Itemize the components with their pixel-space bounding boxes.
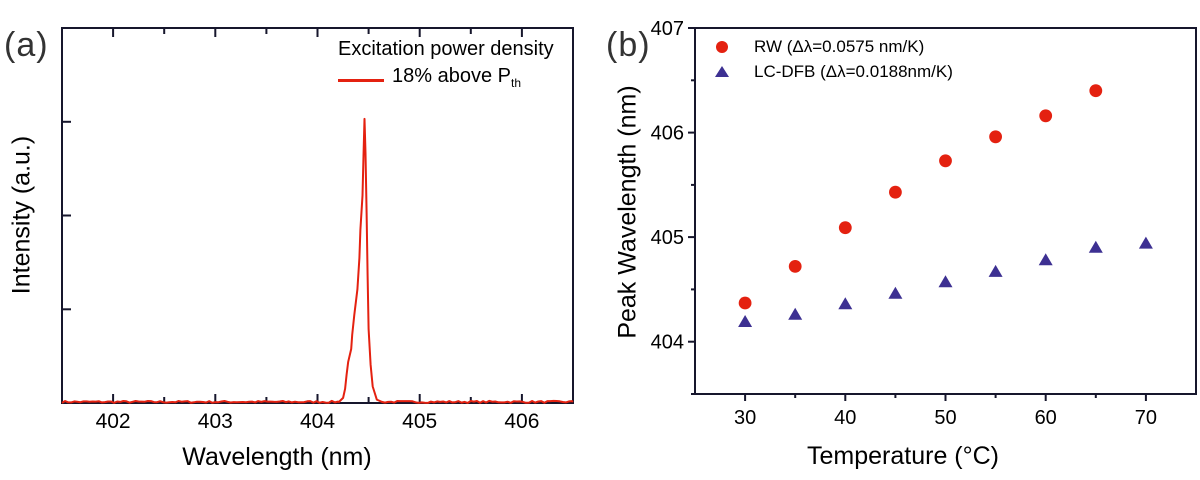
- data-point: [938, 275, 953, 288]
- blue-triangle-marker-icon: [715, 66, 729, 77]
- svg-text:404: 404: [651, 332, 684, 354]
- svg-text:403: 403: [198, 410, 233, 433]
- legend-row-rw: RW (Δλ=0.0575 nm/K): [714, 34, 953, 59]
- legend-label-rw: RW (Δλ=0.0575 nm/K): [754, 36, 925, 56]
- axes-b: [688, 27, 1197, 401]
- data-point: [1088, 240, 1103, 253]
- svg-text:406: 406: [651, 123, 684, 145]
- data-point: [1089, 84, 1103, 98]
- data-point: [738, 296, 752, 310]
- x-tick-labels-a: 402 403 404 405 406: [96, 410, 540, 433]
- data-point: [1039, 109, 1053, 123]
- data-point: [889, 185, 902, 199]
- data-point: [788, 260, 802, 273]
- svg-text:30: 30: [734, 407, 756, 429]
- svg-text:70: 70: [1135, 407, 1157, 429]
- data-point: [888, 286, 903, 299]
- data-point: [838, 221, 852, 235]
- data-point: [838, 297, 853, 310]
- svg-text:405: 405: [651, 227, 684, 249]
- svg-text:406: 406: [504, 410, 539, 433]
- svg-text:404: 404: [300, 410, 335, 433]
- panel-b-y-axis-title: Peak Wavelength (nm): [613, 85, 642, 339]
- panel-a-legend: Excitation power density 18% above Pth: [338, 38, 554, 95]
- legend-label-lcdfb: LC-DFB (Δλ=0.0188nm/K): [754, 61, 953, 81]
- data-point: [989, 130, 1002, 144]
- svg-text:40: 40: [834, 407, 856, 429]
- panel-b-x-axis-title: Temperature (°C): [807, 442, 999, 470]
- legend-title: Excitation power density: [338, 38, 554, 60]
- data-point: [939, 154, 952, 168]
- panel-a-y-axis-title: Intensity (a.u.): [7, 135, 36, 295]
- panel-b-label: (b): [606, 26, 651, 64]
- data-point: [1138, 236, 1153, 249]
- rw-series: [738, 84, 1103, 310]
- panel-a-label: (a): [4, 26, 49, 64]
- data-point: [788, 307, 803, 320]
- tick-labels-b: 30 40 50 60 70 404 405 406 407: [651, 18, 1157, 429]
- svg-text:402: 402: [96, 410, 131, 433]
- svg-text:50: 50: [934, 407, 956, 429]
- legend-series-label: 18% above Pth: [392, 65, 521, 90]
- data-point: [1038, 253, 1053, 266]
- lc-dfb-series: [738, 236, 1153, 327]
- red-line-swatch: [338, 78, 384, 82]
- red-circle-marker-icon: [716, 40, 728, 53]
- panel-a-x-axis-title: Wavelength (nm): [182, 443, 372, 471]
- legend-row-lcdfb: LC-DFB (Δλ=0.0188nm/K): [714, 59, 953, 84]
- spectrum-plot: 402 403 404 405 406: [61, 27, 574, 433]
- data-point: [988, 264, 1003, 277]
- panel-b-legend: RW (Δλ=0.0575 nm/K) LC-DFB (Δλ=0.0188nm/…: [714, 34, 953, 84]
- svg-text:405: 405: [402, 410, 437, 433]
- data-point: [738, 315, 753, 327]
- scatter-plot: 30 40 50 60 70 404 405 406 407: [651, 18, 1197, 429]
- legend-series-row: 18% above Pth: [338, 65, 554, 95]
- svg-text:60: 60: [1035, 407, 1057, 429]
- spectrum-series: [61, 117, 574, 404]
- svg-text:407: 407: [651, 18, 684, 40]
